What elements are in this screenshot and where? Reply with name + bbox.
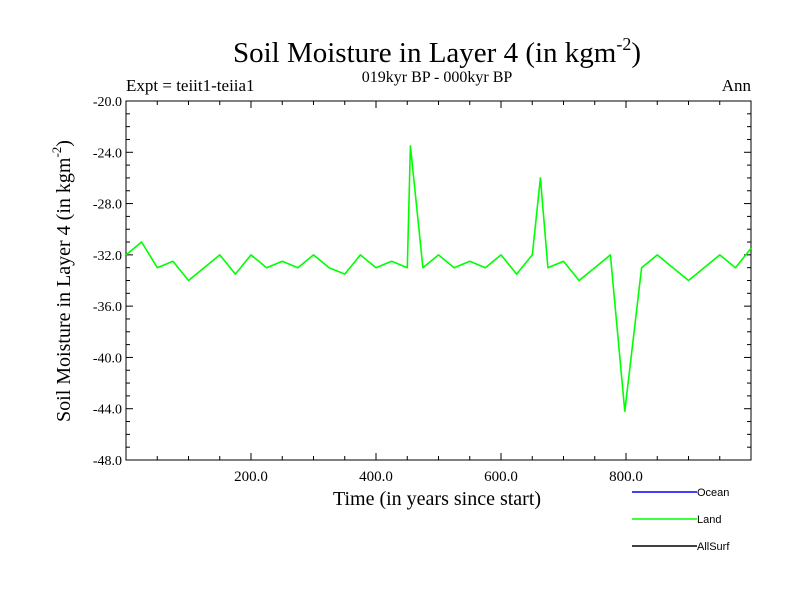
- chart-subtitle: 019kyr BP - 000kyr BP: [362, 69, 513, 86]
- experiment-label: Expt = teiit1-teiia1: [126, 76, 255, 95]
- x-tick-label: 600.0: [484, 469, 518, 485]
- legend: Ocean Land AllSurf: [632, 487, 730, 553]
- legend-label-ocean: Ocean: [697, 487, 729, 499]
- y-axis-ticks: -20.0 -24.0 -28.0 -32.0 -36.0 -40.0 -44.0 -48.0: [93, 95, 751, 469]
- legend-label-allsurf: AllSurf: [697, 541, 730, 553]
- y-tick-label: -24.0: [93, 146, 122, 161]
- y-tick-label: -32.0: [93, 249, 122, 264]
- season-label: Ann: [722, 76, 752, 95]
- x-axis-title: Time (in years since start): [333, 488, 541, 510]
- x-axis-ticks: 200.0 400.0 600.0 800.0: [156, 101, 721, 485]
- y-tick-label: -40.0: [93, 351, 122, 366]
- y-tick-label: -20.0: [93, 95, 122, 110]
- series-line-land: [125, 145, 752, 413]
- y-tick-label: -28.0: [93, 198, 122, 213]
- y-tick-label: -48.0: [93, 454, 122, 469]
- x-tick-label: 400.0: [359, 469, 393, 485]
- y-tick-label: -44.0: [93, 403, 122, 418]
- y-axis-title: Soil Moisture in Layer 4 (in kgm-2): [49, 140, 75, 422]
- x-tick-label: 200.0: [234, 469, 268, 485]
- y-tick-label: -36.0: [93, 300, 122, 315]
- legend-label-land: Land: [697, 514, 721, 526]
- series-layer: [125, 145, 752, 413]
- plot-frame: [125, 100, 752, 461]
- x-tick-label: 800.0: [609, 469, 643, 485]
- svg-text:Soil Moisture in Layer 4 (in k: Soil Moisture in Layer 4 (in kgm-2): [49, 140, 75, 422]
- chart-title: Soil Moisture in Layer 4 (in kgm-2): [233, 34, 641, 69]
